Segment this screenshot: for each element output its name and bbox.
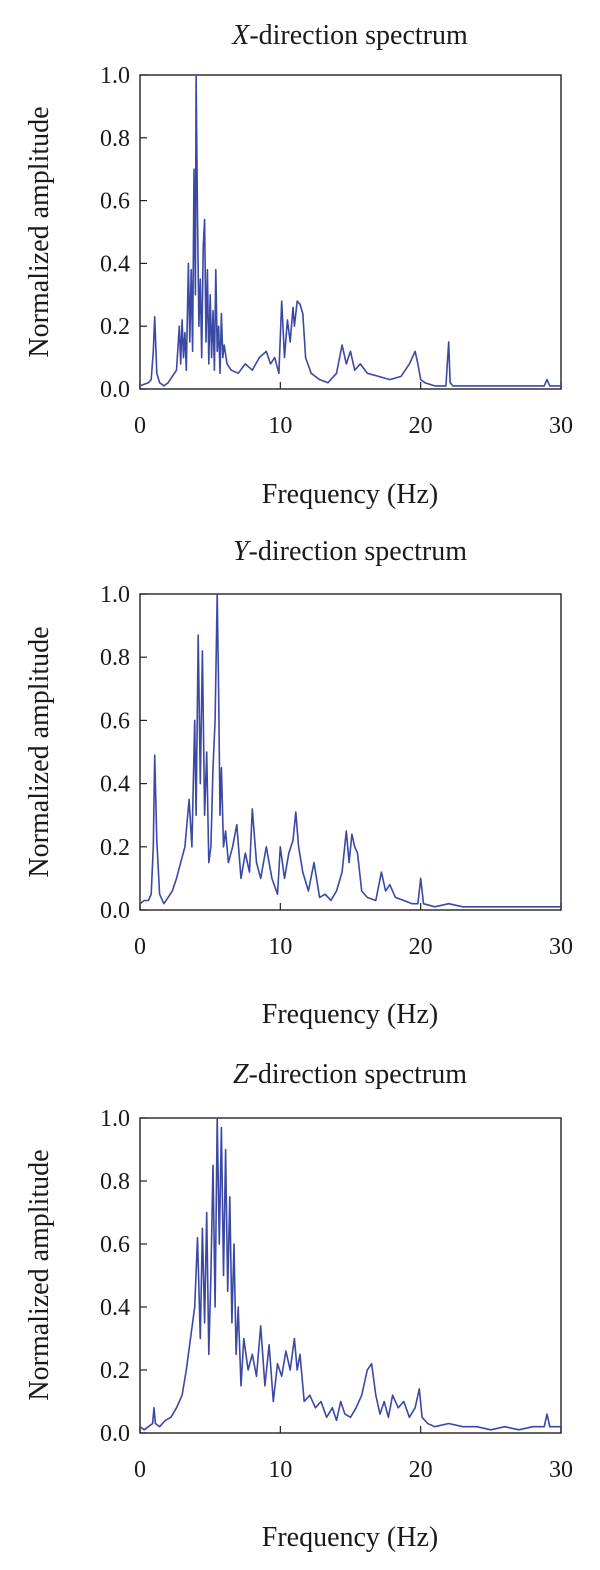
z-panel-title-text: -direction spectrum — [249, 1059, 468, 1090]
x-xtick-label-3: 30 — [549, 413, 573, 439]
x-plot-frame — [139, 74, 562, 390]
z-panel-ticks — [139, 1117, 562, 1434]
y-panel-title: Y-direction spectrum — [233, 536, 467, 567]
z-ytick-label-3: 0.6 — [100, 1232, 130, 1258]
z-panel-tick-labels: 0.0 0.2 0.4 0.6 0.8 1.0 0 10 20 30 — [100, 1106, 573, 1483]
z-plot-frame — [139, 1117, 562, 1434]
x-panel-xlabel: Frequency (Hz) — [262, 479, 438, 510]
x-xtick-label-2: 20 — [409, 413, 433, 439]
y-xtick-label-2: 20 — [409, 934, 433, 960]
y-ytick-label-1: 0.2 — [100, 835, 130, 861]
y-panel-tick-labels: 0.0 0.2 0.4 0.6 0.8 1.0 0 10 20 30 — [100, 582, 573, 960]
y-ytick-label-4: 0.8 — [100, 645, 130, 671]
y-ytick-label-5: 1.0 — [100, 582, 130, 608]
x-ytick-label-5: 1.0 — [100, 63, 130, 89]
x-panel-tick-labels: 0.0 0.2 0.4 0.6 0.8 1.0 0 10 20 30 — [100, 63, 573, 439]
x-panel-ticks — [139, 74, 562, 390]
x-ytick-label-3: 0.6 — [100, 189, 130, 215]
x-xtick-label-1: 10 — [268, 413, 292, 439]
x-ytick-label-1: 0.2 — [100, 314, 130, 340]
x-panel-ylabel: Normalized amplitude — [24, 106, 55, 357]
y-xtick-label-0: 0 — [134, 934, 146, 960]
x-panel-title: X-direction spectrum — [231, 20, 468, 51]
x-xtick-label-0: 0 — [134, 413, 146, 439]
y-panel-ylabel: Normalized amplitude — [24, 626, 55, 877]
y-panel-ticks — [139, 593, 562, 911]
z-xtick-label-3: 30 — [549, 1457, 573, 1483]
y-direction-panel: Y-direction spectrum 0.00.20.40.60.81.00… — [24, 536, 573, 1030]
x-direction-panel: X-direction spectrum 0.00.20.40.60.81.00… — [24, 20, 573, 510]
y-panel-xlabel: Frequency (Hz) — [262, 999, 438, 1030]
x-ytick-label-0: 0.0 — [100, 377, 130, 403]
y-ytick-label-0: 0.0 — [100, 898, 130, 924]
y-xtick-label-3: 30 — [549, 934, 573, 960]
z-ytick-label-1: 0.2 — [100, 1358, 130, 1384]
z-panel-ylabel: Normalized amplitude — [24, 1149, 55, 1400]
z-direction-panel: Z-direction spectrum 0.00.20.40.60.81.00… — [24, 1059, 573, 1553]
x-panel-title-letter: X — [231, 20, 250, 51]
z-panel-xlabel: Frequency (Hz) — [262, 1522, 438, 1553]
y-panel-title-text: -direction spectrum — [249, 536, 468, 567]
z-xtick-label-1: 10 — [268, 1457, 292, 1483]
y-ytick-label-2: 0.4 — [100, 772, 130, 798]
z-ytick-label-4: 0.8 — [100, 1169, 130, 1195]
z-xtick-label-0: 0 — [134, 1457, 146, 1483]
x-spectrum-line — [139, 74, 561, 387]
z-ytick-label-2: 0.4 — [100, 1295, 130, 1321]
x-ytick-label-4: 0.8 — [100, 126, 130, 152]
y-ytick-label-3: 0.6 — [100, 708, 130, 734]
y-xtick-label-1: 10 — [268, 934, 292, 960]
z-panel-title: Z-direction spectrum — [233, 1059, 467, 1090]
x-ytick-label-2: 0.4 — [100, 251, 130, 277]
z-ytick-label-0: 0.0 — [100, 1421, 130, 1447]
z-xtick-label-2: 20 — [409, 1457, 433, 1483]
y-panel-title-letter: Y — [233, 536, 252, 567]
y-plot-frame — [139, 593, 562, 911]
z-spectrum-line — [139, 1117, 561, 1431]
y-spectrum-line — [139, 593, 561, 908]
z-panel-title-letter: Z — [233, 1059, 249, 1090]
z-ytick-label-5: 1.0 — [100, 1106, 130, 1132]
x-panel-title-text: -direction spectrum — [249, 20, 468, 51]
